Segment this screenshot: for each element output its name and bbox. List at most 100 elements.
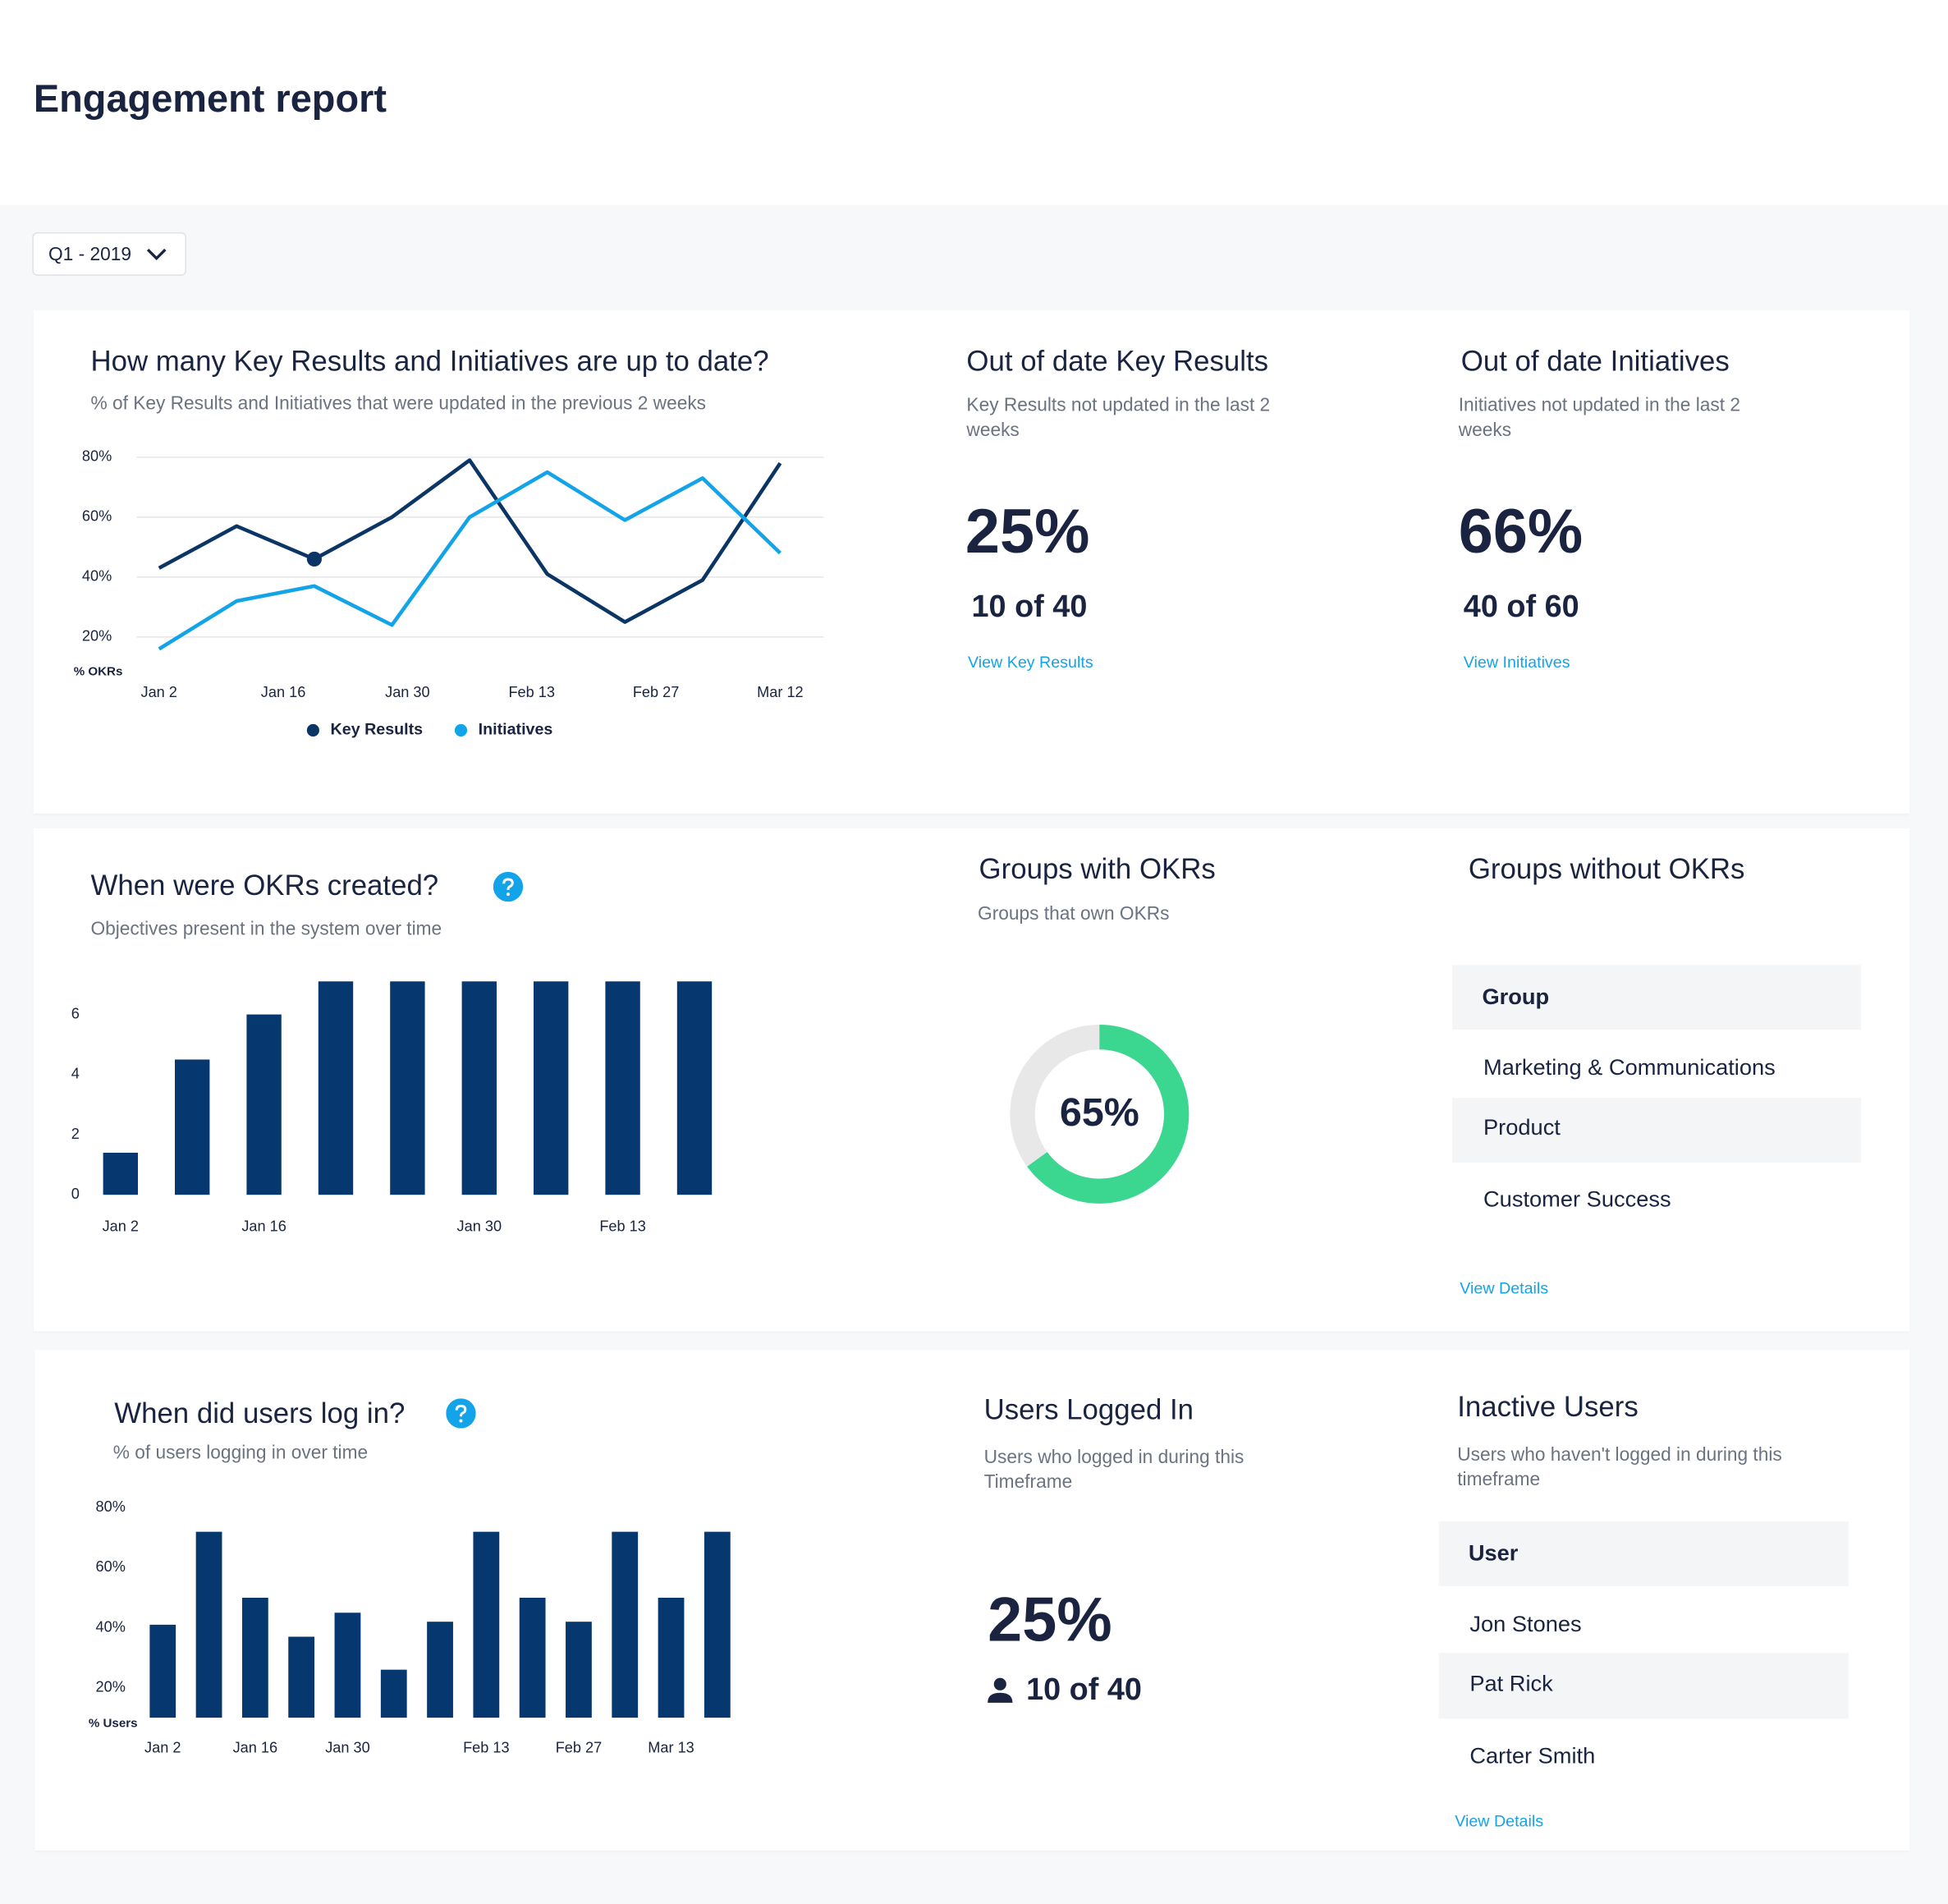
- user-icon: [988, 1677, 1013, 1703]
- table-link[interactable]: View Details: [1455, 1811, 1544, 1830]
- stat-description: Initiatives not updated in the last 2 we…: [1458, 395, 1741, 442]
- highlight-point: [306, 551, 322, 567]
- card: [33, 310, 1910, 814]
- table-cell: Carter Smith: [1469, 1743, 1596, 1769]
- y-tick-label: 2: [71, 1126, 80, 1142]
- stat-title: Out of date Initiatives: [1460, 344, 1730, 378]
- table-description: Users who haven't logged in during this …: [1457, 1444, 1782, 1491]
- x-tick-label: Feb 13: [508, 684, 554, 700]
- table-title: Groups without OKRs: [1468, 852, 1745, 885]
- table-header: [1452, 965, 1862, 1030]
- x-tick-label: Jan 30: [385, 684, 429, 700]
- chart-title: How many Key Results and Initiatives are…: [90, 344, 769, 378]
- y-axis-label: % OKRs: [74, 664, 123, 678]
- y-tick-label: 80%: [82, 448, 112, 465]
- y-tick-label: 60%: [82, 508, 112, 525]
- table-cell: Jon Stones: [1469, 1611, 1582, 1636]
- bar: [519, 1597, 546, 1718]
- y-tick-label: 60%: [96, 1558, 126, 1575]
- stat-count: 40 of 60: [1463, 589, 1579, 625]
- x-tick-label: Jan 2: [103, 1218, 139, 1234]
- chart-subtitle: % of Key Results and Initiatives that we…: [90, 392, 707, 415]
- table-header-label: Group: [1482, 984, 1550, 1010]
- chart-subtitle: Groups that own OKRs: [978, 903, 1170, 925]
- stat-count: 10 of 40: [971, 589, 1088, 625]
- y-tick-label: 20%: [82, 628, 112, 645]
- stat-description: Users who logged in during this Timefram…: [983, 1447, 1244, 1493]
- stat-link[interactable]: View Initiatives: [1463, 652, 1570, 672]
- x-tick-label: Jan 16: [241, 1218, 286, 1234]
- y-tick-label: 6: [71, 1005, 80, 1021]
- x-tick-label: Mar 12: [757, 684, 803, 700]
- stat-value: 66%: [1458, 497, 1584, 567]
- y-tick-label: 20%: [96, 1678, 126, 1695]
- table-cell: Pat Rick: [1469, 1671, 1553, 1696]
- stat-title: Out of date Key Results: [966, 344, 1269, 378]
- chevron[interactable]: [145, 246, 167, 264]
- y-axis-label: % Users: [89, 1717, 138, 1731]
- stat-link[interactable]: View Key Results: [967, 652, 1093, 672]
- chart-title: When were OKRs created?: [90, 869, 439, 902]
- help-icon[interactable]: [446, 1398, 476, 1429]
- card: [34, 1350, 1910, 1851]
- bar: [461, 981, 497, 1195]
- line: [158, 470, 781, 651]
- y-tick-label: 0: [71, 1186, 80, 1202]
- table-row-band: [1452, 1098, 1862, 1163]
- bar: [380, 1669, 407, 1718]
- help-icon[interactable]: [493, 871, 524, 902]
- bar: [318, 981, 354, 1195]
- table-cell: Product: [1483, 1114, 1561, 1140]
- legend-swatch: [306, 723, 319, 737]
- y-tick-label: 40%: [82, 568, 112, 585]
- table-title: Inactive Users: [1457, 1390, 1639, 1423]
- bar: [704, 1531, 731, 1718]
- stat-value: 25%: [988, 1585, 1112, 1654]
- line: [158, 458, 782, 624]
- legend-label: Key Results: [331, 721, 424, 739]
- x-tick-label: Feb 13: [463, 1740, 509, 1756]
- table-cell: Marketing & Communications: [1483, 1055, 1776, 1080]
- stat-title: Users Logged In: [983, 1392, 1194, 1425]
- table-link[interactable]: View Details: [1460, 1278, 1549, 1298]
- table-cell: Customer Success: [1483, 1186, 1671, 1212]
- x-tick-label: Jan 2: [144, 1740, 181, 1756]
- bar: [566, 1622, 592, 1718]
- page-title: Engagement report: [33, 76, 387, 121]
- y-tick-label: 4: [71, 1066, 80, 1082]
- bar: [334, 1613, 361, 1718]
- bar: [195, 1531, 222, 1718]
- chart-subtitle: % of users logging in over time: [112, 1443, 369, 1464]
- table-row-band: [1438, 1653, 1849, 1719]
- x-tick-label: Feb 27: [633, 684, 679, 700]
- bar: [246, 1014, 282, 1195]
- header: [0, 0, 1948, 205]
- legend-swatch: [454, 723, 468, 737]
- stat-value: 25%: [965, 497, 1090, 567]
- bar: [676, 981, 713, 1195]
- x-tick-label: Feb 13: [599, 1218, 645, 1234]
- bar: [390, 981, 425, 1195]
- bar: [241, 1597, 268, 1718]
- x-tick-label: Jan 16: [261, 684, 305, 700]
- table-header-label: User: [1468, 1540, 1519, 1566]
- x-tick-label: Jan 16: [233, 1740, 277, 1756]
- x-tick-label: Feb 27: [556, 1740, 602, 1756]
- chart-subtitle: Objectives present in the system over ti…: [90, 918, 442, 940]
- donut-label: 65%: [1060, 1090, 1139, 1135]
- chart-title: When did users log in?: [114, 1397, 406, 1429]
- bar: [103, 1152, 138, 1195]
- bar: [288, 1636, 315, 1718]
- table-header: [1438, 1521, 1849, 1586]
- filter-label[interactable]: Q1 - 2019: [48, 244, 131, 265]
- x-tick-label: Mar 13: [648, 1740, 694, 1756]
- legend-label: Initiatives: [479, 721, 553, 739]
- y-tick-label: 80%: [96, 1498, 126, 1515]
- bar: [658, 1597, 685, 1718]
- stat-count: 10 of 40: [1026, 1672, 1142, 1708]
- donut-segment: [1027, 1024, 1189, 1204]
- bar: [149, 1624, 176, 1718]
